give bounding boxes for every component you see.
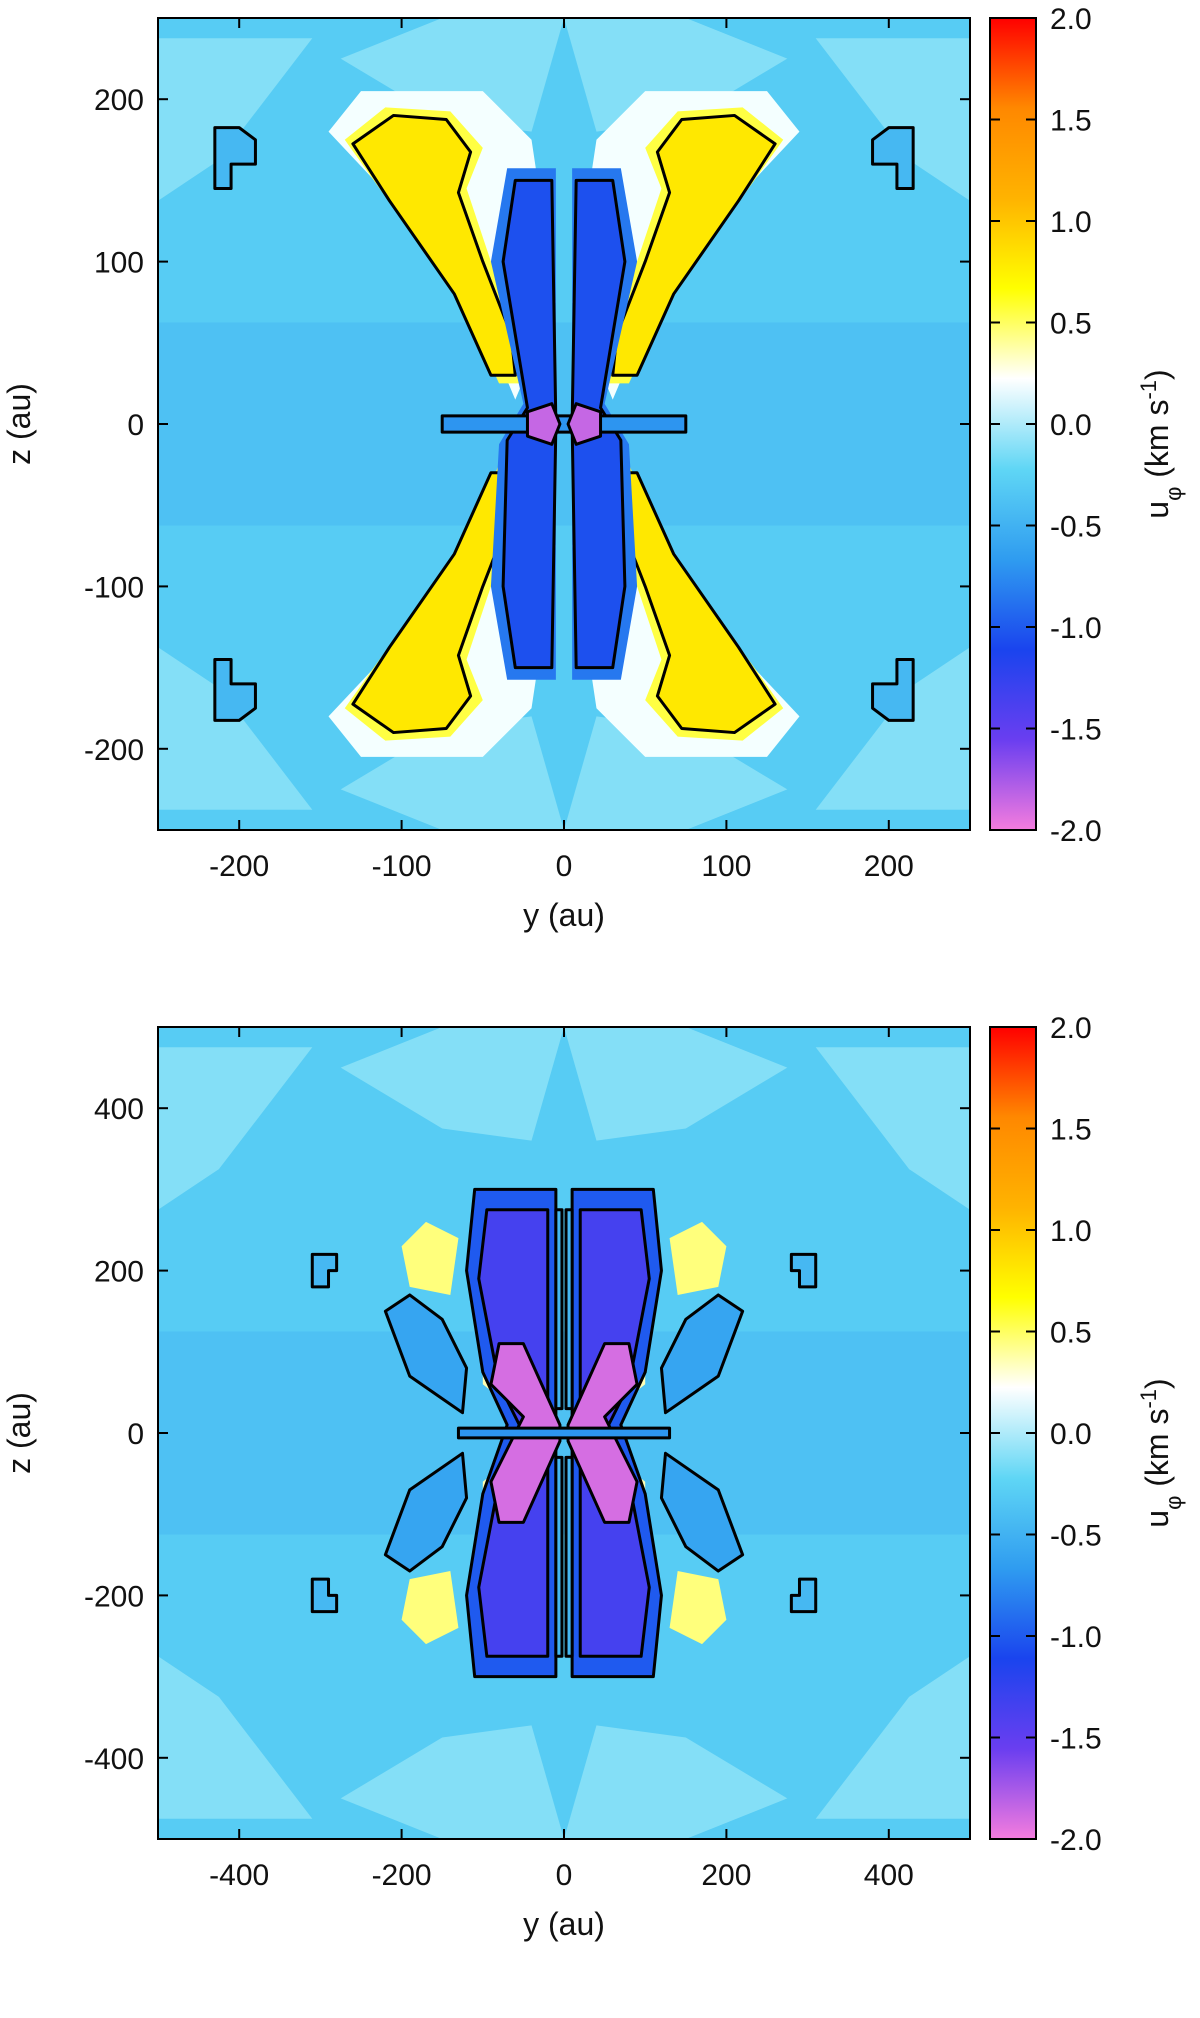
y-tick-label: 200: [94, 84, 144, 117]
x-tick-label: 0: [556, 850, 573, 883]
light-wedge: [340, 1027, 564, 1141]
y-tick-label: 0: [127, 409, 144, 442]
colorbar-tick-label: -1.0: [1050, 1621, 1102, 1654]
light-wedge: [564, 716, 788, 830]
colorbar-tick-label: 2.0: [1050, 3, 1092, 36]
contour-islet: [310, 1577, 339, 1614]
midplane-disk: [456, 1426, 672, 1440]
light-wedge: [564, 1027, 788, 1141]
y-axis-title: z (au): [1, 1392, 37, 1474]
colorbar-tick-label: 1.0: [1050, 206, 1092, 239]
x-tick-label: -200: [372, 1859, 432, 1892]
light-wedge: [158, 38, 313, 201]
light-wedge: [158, 1656, 313, 1819]
midplane-disk: [440, 414, 688, 434]
light-wedge: [340, 18, 564, 132]
contour-islet: [789, 1577, 818, 1614]
colorbar-tick-label: 1.5: [1050, 105, 1092, 138]
colorbar-tick-label: -1.0: [1050, 612, 1102, 645]
y-axis-title: z (au): [1, 383, 37, 465]
contour-islet: [310, 1252, 339, 1289]
y-tick-label: 100: [94, 247, 144, 280]
contour-islet: [213, 657, 257, 722]
colorbar-tick-label: 0.5: [1050, 1317, 1092, 1350]
light-wedge: [815, 1656, 970, 1819]
light-wedge: [340, 1725, 564, 1839]
contour-islet: [871, 126, 915, 191]
negative-side-lobe: [659, 1451, 745, 1573]
light-wedge: [815, 38, 970, 201]
y-tick-label: -400: [84, 1743, 144, 1776]
heatmap-field: [158, 18, 970, 830]
heatmap-field: [158, 1027, 970, 1839]
colorbar-tick-label: -1.5: [1050, 1723, 1102, 1756]
x-tick-label: 0: [556, 1859, 573, 1892]
y-tick-label: -200: [84, 734, 144, 767]
x-tick-label: 100: [701, 850, 751, 883]
positive-blob: [401, 1571, 459, 1645]
x-axis-title: y (au): [523, 897, 605, 933]
colorbar-label: uφ (km s-1): [1136, 1378, 1186, 1527]
y-tick-label: 400: [94, 1093, 144, 1126]
light-wedge: [158, 1047, 313, 1210]
bottom-heatmap-chart: -400 -200 0 200 400 400 200 0 -200 -400 y (au) z (a…: [1, 1012, 1186, 1942]
colorbar-tick-label: 1.0: [1050, 1215, 1092, 1248]
colorbar-tick-label: -2.0: [1050, 1824, 1102, 1857]
y-tick-label: -100: [84, 571, 144, 604]
x-tick-label: 200: [864, 850, 914, 883]
colorbar-tick-label: 1.5: [1050, 1114, 1092, 1147]
colorbar-tick-label: -2.0: [1050, 815, 1102, 848]
colorbar-tick-label: 0.0: [1050, 409, 1092, 442]
central-slot: [554, 1208, 564, 1411]
bottom-panel: -400 -200 0 200 400 400 200 0 -200 -400 y (au) z (a…: [0, 1009, 1200, 2018]
violet-core: [566, 402, 603, 446]
x-tick-label: -100: [372, 850, 432, 883]
colorbar-tick-label: -0.5: [1050, 1520, 1102, 1553]
x-axis-title: y (au): [523, 1906, 605, 1942]
top-heatmap-chart: -200 -100 0 100 200 200 100 0 -100 -200 y (au) z (a…: [1, 3, 1186, 933]
contour-islet: [871, 657, 915, 722]
x-tick-label: 400: [864, 1859, 914, 1892]
negative-side-lobe: [383, 1451, 469, 1573]
contour-islet: [789, 1252, 818, 1289]
positive-blob: [669, 1221, 727, 1295]
y-tick-label: 0: [127, 1418, 144, 1451]
top-panel: -200 -100 0 100 200 200 100 0 -100 -200 y (au) z (a…: [1, 3, 1186, 933]
light-wedge: [815, 647, 970, 810]
light-wedge: [815, 1047, 970, 1210]
x-tick-label: -200: [209, 850, 269, 883]
light-wedge: [564, 18, 788, 132]
colorbar-tick-label: 0.0: [1050, 1418, 1092, 1451]
y-tick-label: -200: [84, 1580, 144, 1613]
light-wedge: [340, 716, 564, 830]
x-tick-label: -400: [209, 1859, 269, 1892]
y-tick-label: 200: [94, 1256, 144, 1289]
central-slot: [564, 1455, 574, 1658]
central-slot: [564, 1208, 574, 1411]
colorbar-tick-label: 2.0: [1050, 1012, 1092, 1045]
colorbar-tick-label: 0.5: [1050, 308, 1092, 341]
positive-blob: [401, 1221, 459, 1295]
colorbar-tick-label: -0.5: [1050, 511, 1102, 544]
central-slot: [554, 1455, 564, 1658]
x-tick-label: 200: [701, 1859, 751, 1892]
contour-islet: [213, 126, 257, 191]
violet-core: [525, 402, 562, 446]
positive-blob: [669, 1571, 727, 1645]
light-wedge: [158, 647, 313, 810]
colorbar-label: uφ (km s-1): [1136, 369, 1186, 518]
light-wedge: [564, 1725, 788, 1839]
colorbar-tick-label: -1.5: [1050, 714, 1102, 747]
negative-side-lobe: [383, 1293, 469, 1415]
negative-side-lobe: [659, 1293, 745, 1415]
